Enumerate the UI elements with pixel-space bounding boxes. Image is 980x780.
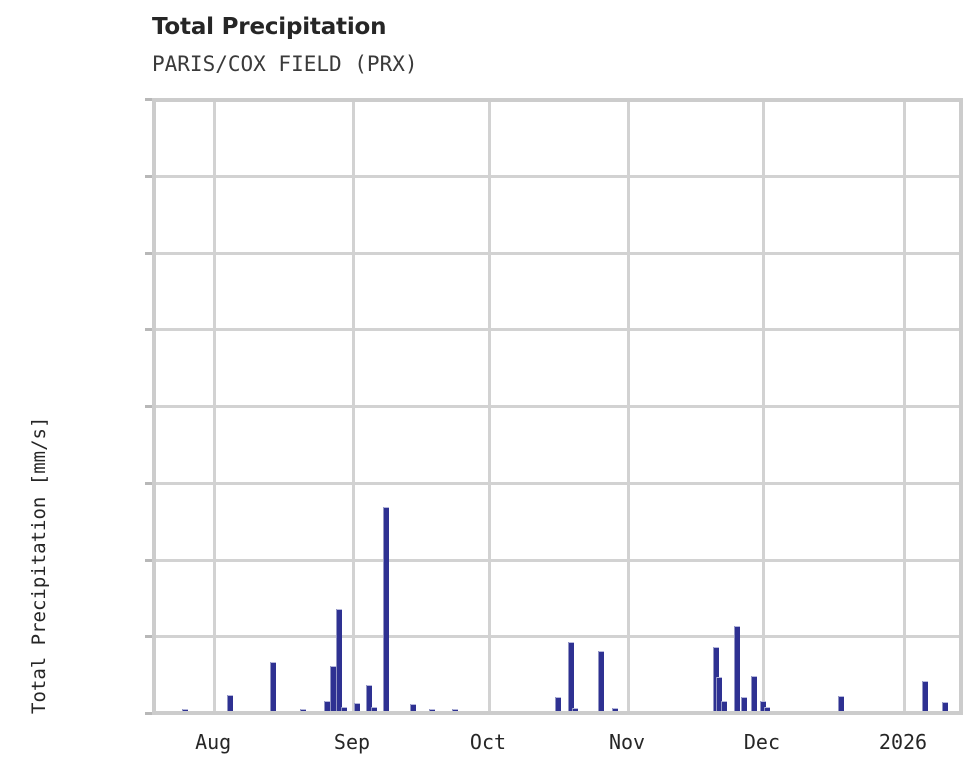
bar: [741, 696, 748, 712]
bar: [429, 708, 436, 712]
bar: [335, 609, 342, 712]
bar-cap: [271, 662, 276, 664]
bar: [572, 708, 579, 712]
bar-cap: [599, 650, 605, 652]
bar: [716, 677, 723, 712]
bar-cap: [371, 706, 377, 708]
bar-cap: [839, 695, 845, 697]
gridline-vertical: [487, 98, 491, 715]
bar: [721, 700, 728, 712]
bar: [760, 700, 767, 712]
bar-cap: [717, 677, 723, 679]
bar: [370, 706, 377, 712]
y-axis-tick-mark: [145, 712, 152, 715]
y-axis-tick-mark: [145, 405, 152, 408]
gridline-horizontal: [152, 251, 963, 255]
x-axis-tick-label: 2026: [878, 730, 928, 754]
x-axis-tick-label: Sep: [333, 730, 371, 754]
bar-cap: [227, 694, 233, 696]
bar: [182, 708, 188, 712]
plot-border-bottom: [152, 711, 963, 715]
bar: [751, 675, 758, 712]
bar: [612, 708, 619, 712]
gridline-horizontal: [152, 635, 963, 639]
bar: [270, 662, 276, 712]
gridline-vertical: [902, 98, 906, 715]
bar-cap: [569, 642, 575, 644]
bar-cap: [922, 680, 928, 682]
bar-cap: [330, 665, 336, 667]
bar-cap: [942, 702, 948, 704]
bar-cap: [735, 625, 741, 627]
bar: [921, 680, 928, 712]
y-axis-tick-mark: [145, 251, 152, 255]
y-axis-tick-mark: [145, 481, 152, 485]
plot-area: [145, 98, 963, 715]
plot-border-left: [152, 98, 156, 715]
y-axis-tick-mark: [145, 558, 152, 562]
plot-border-top: [152, 98, 963, 102]
bar-cap: [383, 506, 389, 508]
gridline-vertical: [351, 98, 355, 715]
bar-cap: [613, 708, 619, 710]
gridline-horizontal: [152, 174, 963, 178]
bar-cap: [324, 700, 330, 702]
bar: [329, 665, 336, 712]
y-axis-tick-mark: [145, 174, 152, 178]
bar-cap: [761, 700, 767, 702]
gridline-horizontal: [152, 405, 963, 408]
bar: [734, 625, 741, 712]
bar-cap: [336, 609, 342, 611]
gridline-vertical: [761, 98, 765, 715]
x-axis-tick-label: Aug: [195, 730, 232, 754]
y-axis-title: Total Precipitation [mm/s]: [28, 416, 50, 714]
bar-cap: [453, 708, 459, 710]
gridline-vertical: [627, 98, 630, 715]
bar-cap: [556, 696, 562, 698]
bar-cap: [573, 708, 579, 710]
bar: [764, 707, 771, 712]
bar: [353, 702, 360, 712]
bar-cap: [742, 696, 748, 698]
bar: [323, 700, 330, 712]
bar: [340, 707, 347, 712]
x-axis-tick-label: Nov: [608, 730, 646, 754]
chart-title: Total Precipitation: [152, 14, 387, 40]
bar-cap: [341, 707, 347, 709]
bar: [226, 694, 233, 712]
bar: [941, 702, 948, 712]
gridline-horizontal: [152, 558, 963, 562]
x-axis-tick-label: Oct: [469, 730, 507, 754]
bar-cap: [366, 685, 372, 687]
bar-cap: [354, 702, 360, 704]
bar: [452, 708, 459, 712]
bar-cap: [714, 646, 720, 648]
bar: [300, 708, 306, 712]
gridline-horizontal: [152, 328, 963, 332]
y-axis-tick-mark: [145, 328, 152, 332]
bar-cap: [722, 700, 728, 702]
bar-cap: [301, 708, 306, 710]
x-axis-tick-label: Dec: [743, 730, 781, 754]
bar: [838, 695, 845, 712]
plot-border-right: [959, 98, 963, 715]
bar-cap: [752, 675, 758, 677]
chart-subtitle: PARIS/COX FIELD (PRX): [152, 52, 418, 76]
bar: [382, 506, 389, 712]
bar: [568, 642, 575, 712]
bar-cap: [410, 703, 416, 705]
bar-cap: [765, 707, 771, 709]
y-axis-tick-mark: [145, 98, 152, 101]
bar: [598, 650, 605, 712]
bar: [555, 696, 562, 712]
gridline-vertical: [213, 98, 217, 715]
gridline-horizontal: [152, 481, 963, 485]
bar-cap: [183, 708, 188, 710]
y-axis-tick-mark: [145, 635, 152, 639]
bar: [365, 685, 372, 712]
bar: [409, 703, 416, 712]
bar-cap: [430, 708, 436, 710]
